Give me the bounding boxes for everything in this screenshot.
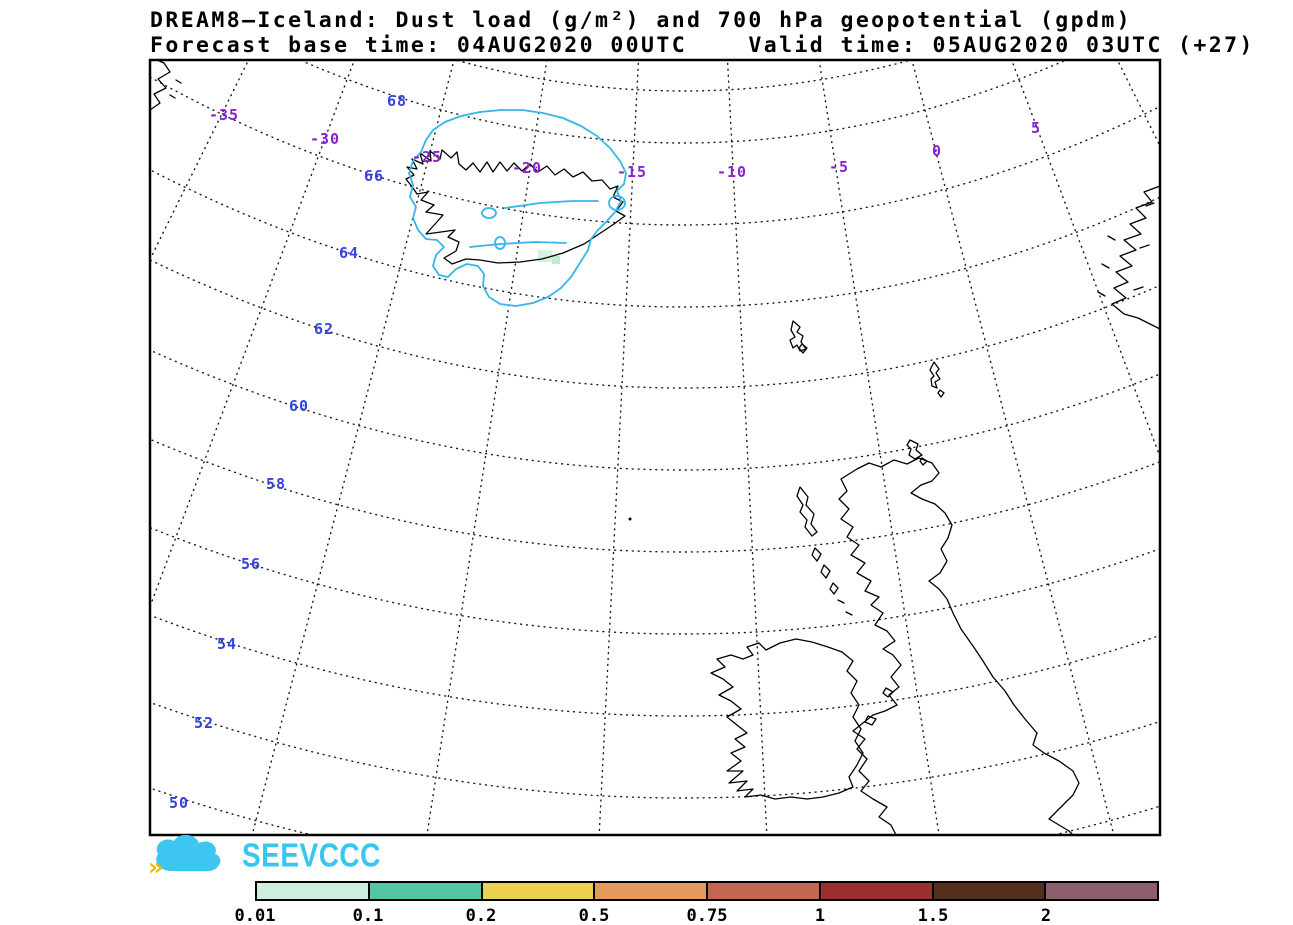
colorbar-tick-label: 2 bbox=[1040, 906, 1052, 925]
lat-label: 56 bbox=[241, 555, 261, 573]
dust-contour-0p01 bbox=[408, 109, 627, 307]
colorbar-segment bbox=[595, 881, 708, 901]
norway-coast bbox=[1111, 185, 1160, 330]
colorbar-tick-label: 1.5 bbox=[917, 906, 949, 925]
lon-label: -15 bbox=[617, 163, 647, 181]
colorbar-tick-label: 0.01 bbox=[234, 906, 276, 925]
anglesey-coast bbox=[864, 715, 877, 726]
cloud-logo-icon: » bbox=[148, 835, 221, 877]
hebrides-coast bbox=[796, 486, 853, 616]
great-britain-coast bbox=[838, 457, 1080, 835]
shetland-coast bbox=[929, 361, 945, 398]
coastlines bbox=[150, 60, 1160, 835]
isle-of-man-coast bbox=[882, 687, 894, 698]
graticule-latitude-arcs bbox=[150, 60, 1160, 835]
colorbar bbox=[255, 881, 1159, 901]
colorbar-segment bbox=[255, 881, 370, 901]
chart-title: DREAM8—Iceland: Dust load (g/m²) and 700… bbox=[150, 8, 1133, 33]
lat-label: 66 bbox=[364, 167, 384, 185]
lon-label: -5 bbox=[829, 158, 849, 176]
lat-label: 62 bbox=[314, 320, 334, 338]
lon-label: -10 bbox=[717, 163, 747, 181]
colorbar-tick-label: 0.5 bbox=[578, 906, 610, 925]
orkney-coast bbox=[906, 439, 928, 466]
chart-subtitle: Forecast base time: 04AUG2020 00UTC Vali… bbox=[150, 33, 1255, 58]
lat-label: 52 bbox=[194, 714, 214, 732]
lon-label: -35 bbox=[209, 106, 239, 124]
greenland-coast bbox=[150, 60, 171, 111]
longitude-labels: -35 -30 -25 -20 -15 -10 -5 0 5 bbox=[209, 106, 1041, 181]
faroes-coast bbox=[789, 320, 808, 354]
map-border bbox=[148, 58, 1162, 837]
lon-label: 5 bbox=[1031, 119, 1041, 137]
ireland-coast bbox=[710, 638, 864, 800]
lat-label: 68 bbox=[387, 92, 407, 110]
lat-label: 54 bbox=[217, 635, 237, 653]
latitude-labels: 68 66 64 62 60 58 56 54 52 50 bbox=[169, 92, 407, 812]
colorbar-segment bbox=[933, 881, 1047, 901]
seevccc-logo: » SEEVCCC bbox=[146, 835, 381, 877]
colorbar-tick-label: 1 bbox=[814, 906, 826, 925]
lat-label: 58 bbox=[266, 475, 286, 493]
colorbar-segment bbox=[482, 881, 596, 901]
lon-label: 0 bbox=[932, 142, 942, 160]
rockall-islet bbox=[628, 517, 632, 521]
lat-label: 50 bbox=[169, 794, 189, 812]
colorbar-segment bbox=[708, 881, 821, 901]
chevrons-icon: » bbox=[148, 853, 164, 877]
colorbar-labels: 0.01 0.1 0.2 0.5 0.75 1 1.5 2 bbox=[235, 906, 1159, 925]
colorbar-segment bbox=[820, 881, 934, 901]
lat-label: 60 bbox=[289, 397, 309, 415]
colorbar-segment bbox=[369, 881, 483, 901]
lon-label: -25 bbox=[412, 148, 442, 166]
lat-label: 64 bbox=[339, 244, 359, 262]
colorbar-tick-label: 0.2 bbox=[465, 906, 497, 925]
logo-wordmark: SEEVCCC bbox=[242, 837, 381, 874]
lon-label: -20 bbox=[512, 159, 542, 177]
colorbar-tick-label: 0.1 bbox=[352, 906, 384, 925]
colorbar-tick-label: 0.75 bbox=[686, 906, 728, 925]
lon-label: -30 bbox=[310, 130, 340, 148]
iceland-coast bbox=[405, 149, 626, 265]
colorbar-segment bbox=[1046, 881, 1159, 901]
